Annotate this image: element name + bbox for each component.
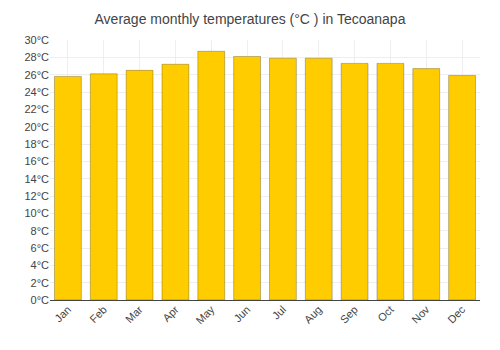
svg-text:Mar: Mar: [123, 303, 145, 325]
svg-text:Oct: Oct: [375, 303, 396, 324]
svg-text:10°C: 10°C: [24, 207, 49, 219]
svg-text:8°C: 8°C: [31, 225, 50, 237]
svg-text:Feb: Feb: [87, 303, 109, 325]
svg-text:6°C: 6°C: [31, 242, 50, 254]
svg-text:4°C: 4°C: [31, 259, 50, 271]
svg-text:Aug: Aug: [302, 303, 324, 325]
svg-text:12°C: 12°C: [24, 190, 49, 202]
svg-text:0°C: 0°C: [31, 294, 50, 306]
svg-text:May: May: [193, 303, 217, 327]
svg-text:16°C: 16°C: [24, 155, 49, 167]
svg-text:Jun: Jun: [231, 303, 252, 324]
svg-text:28°C: 28°C: [24, 51, 49, 63]
svg-text:18°C: 18°C: [24, 138, 49, 150]
svg-text:30°C: 30°C: [24, 34, 49, 46]
svg-text:20°C: 20°C: [24, 121, 49, 133]
svg-text:Dec: Dec: [445, 303, 468, 326]
svg-text:26°C: 26°C: [24, 69, 49, 81]
svg-text:24°C: 24°C: [24, 86, 49, 98]
svg-text:Jul: Jul: [270, 303, 288, 321]
svg-text:Jan: Jan: [52, 303, 73, 324]
svg-text:Apr: Apr: [160, 303, 181, 324]
svg-text:Nov: Nov: [409, 303, 432, 326]
svg-text:22°C: 22°C: [24, 103, 49, 115]
svg-text:2°C: 2°C: [31, 277, 50, 289]
svg-text:Sep: Sep: [338, 303, 360, 325]
svg-text:Average monthly temperatures (: Average monthly temperatures (°C ) in Te…: [95, 11, 406, 27]
svg-text:14°C: 14°C: [24, 173, 49, 185]
